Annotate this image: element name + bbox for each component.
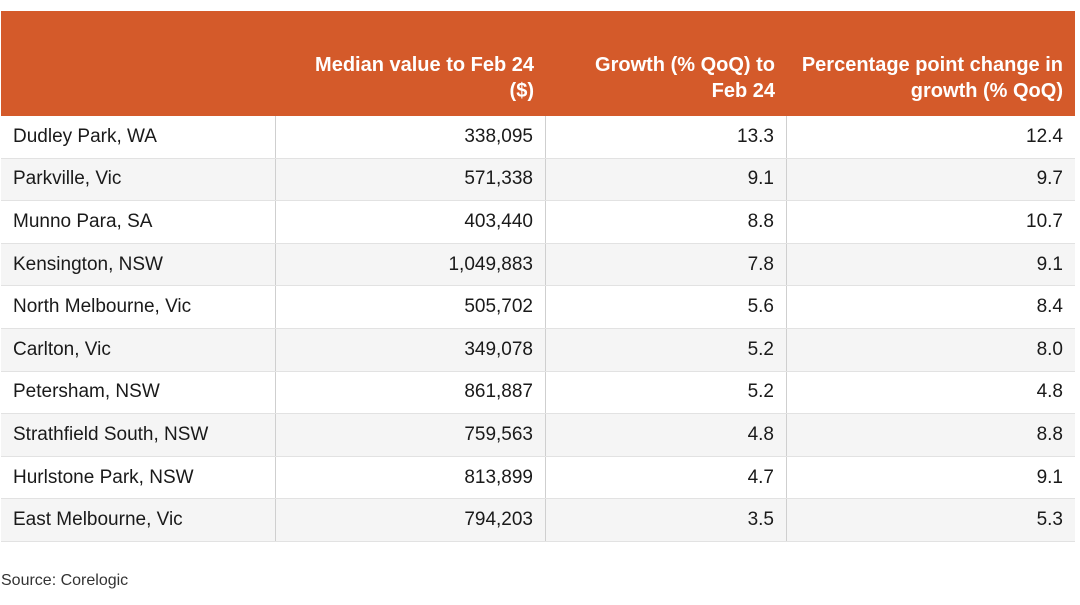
table-row: Petersham, NSW 861,887 5.2 4.8 (1, 371, 1075, 415)
table-row: Strathfield South, NSW 759,563 4.8 8.8 (1, 414, 1075, 457)
cell-location: North Melbourne, Vic (1, 286, 276, 328)
cell-growth: 9.1 (546, 158, 787, 201)
cell-location: East Melbourne, Vic (1, 499, 276, 541)
cell-pp-change: 12.4 (1026, 125, 1063, 147)
cell-growth: 5.2 (546, 328, 787, 371)
table-row: Dudley Park, WA 338,095 13.3 12.4 (1, 116, 1075, 159)
table-row: Parkville, Vic 571,338 9.1 9.7 (1, 158, 1075, 202)
table-body: Dudley Park, WA 338,095 13.3 12.4 Parkville,… (1, 116, 1075, 542)
header-cell-median-value: Median value to Feb 24 ($) (315, 54, 534, 102)
cell-pp-change: 9.1 (1036, 466, 1063, 488)
cell-median-value: 794,203 (276, 499, 546, 541)
cell-median-value: 403,440 (276, 201, 546, 243)
cell-pp-change: 5.3 (1036, 509, 1063, 531)
cell-median-value: 861,887 (276, 371, 546, 414)
cell-median-value: 349,078 (276, 328, 546, 371)
cell-growth: 5.6 (546, 286, 787, 328)
cell-pp-change: 8.0 (1036, 338, 1063, 360)
cell-location: Hurlstone Park, NSW (1, 456, 276, 499)
table-row: Hurlstone Park, NSW 813,899 4.7 9.1 (1, 456, 1075, 500)
table-row: East Melbourne, Vic 794,203 3.5 5.3 (1, 499, 1075, 542)
cell-pp-change: 9.7 (1036, 168, 1063, 190)
table-row: Kensington, NSW 1,049,883 7.8 9.1 (1, 243, 1075, 287)
cell-median-value: 338,095 (276, 116, 546, 158)
table-row: Munno Para, SA 403,440 8.8 10.7 (1, 201, 1075, 244)
header-cell-pp-change: Percentage point change in growth (% QoQ… (801, 54, 1063, 102)
cell-median-value: 571,338 (276, 158, 546, 201)
cell-growth: 4.7 (546, 456, 787, 499)
cell-pp-change: 10.7 (1026, 210, 1063, 232)
cell-growth: 4.8 (546, 414, 787, 456)
cell-pp-change: 8.4 (1036, 296, 1063, 318)
cell-location: Carlton, Vic (1, 328, 276, 371)
cell-growth: 7.8 (546, 243, 787, 286)
data-table: Median value to Feb 24 ($) Growth (% QoQ… (1, 11, 1075, 542)
cell-growth: 8.8 (546, 201, 787, 243)
cell-location: Petersham, NSW (1, 371, 276, 414)
table-header: Median value to Feb 24 ($) Growth (% QoQ… (1, 11, 1075, 116)
cell-growth: 13.3 (546, 116, 787, 158)
cell-median-value: 505,702 (276, 286, 546, 328)
cell-location: Strathfield South, NSW (1, 414, 276, 456)
cell-growth: 5.2 (546, 371, 787, 414)
source-note: Source: Corelogic (1, 572, 129, 589)
cell-median-value: 759,563 (276, 414, 546, 456)
cell-location: Dudley Park, WA (1, 116, 276, 158)
cell-pp-change: 4.8 (1036, 381, 1063, 403)
cell-median-value: 1,049,883 (276, 243, 546, 286)
table-row: Carlton, Vic 349,078 5.2 8.0 (1, 328, 1075, 372)
cell-median-value: 813,899 (276, 456, 546, 499)
cell-location: Parkville, Vic (1, 158, 276, 201)
cell-location: Munno Para, SA (1, 201, 276, 243)
cell-growth: 3.5 (546, 499, 787, 541)
cell-pp-change: 9.1 (1036, 253, 1063, 275)
cell-location: Kensington, NSW (1, 243, 276, 286)
header-cell-location (1, 11, 276, 116)
header-cell-growth: Growth (% QoQ) to Feb 24 (595, 54, 775, 102)
cell-pp-change: 8.8 (1036, 423, 1063, 445)
table-row: North Melbourne, Vic 505,702 5.6 8.4 (1, 286, 1075, 329)
